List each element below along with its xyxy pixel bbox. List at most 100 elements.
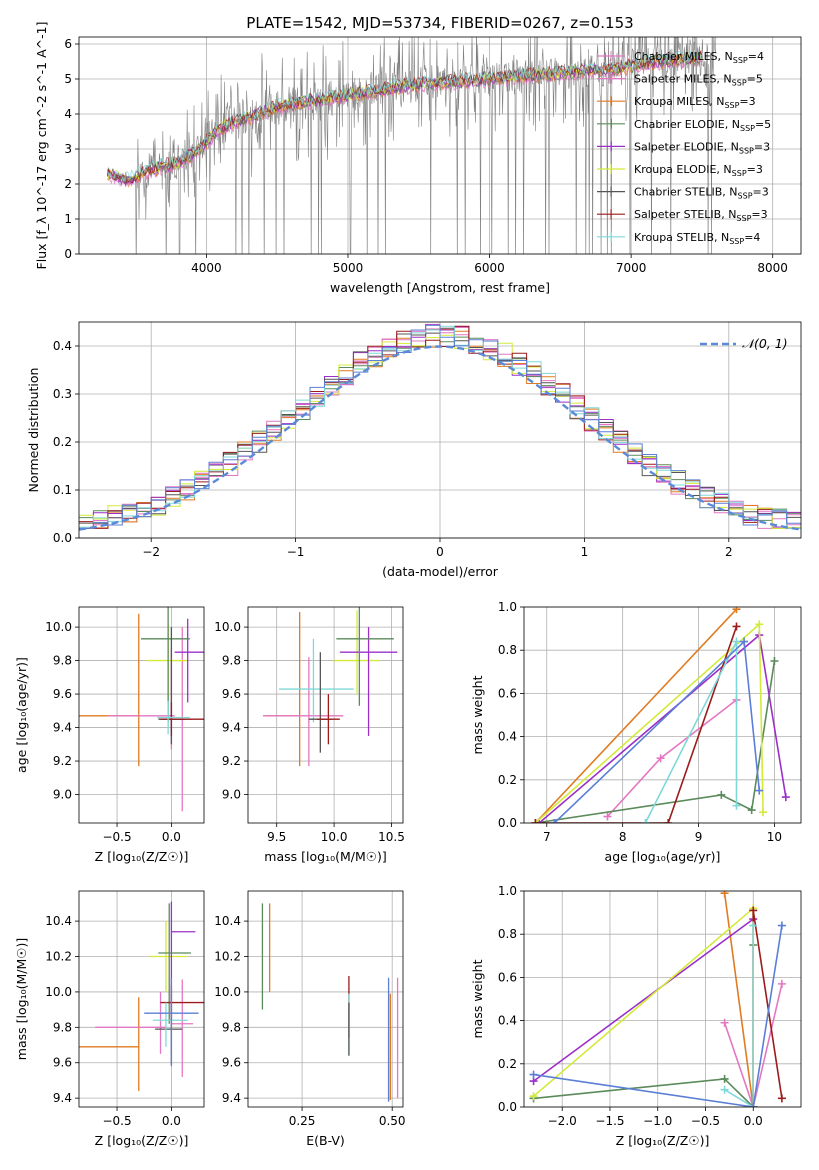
y-tick-label: 6 xyxy=(64,37,72,51)
x-tick-label: −2 xyxy=(142,545,160,559)
x-tick-label: 10.5 xyxy=(378,830,405,844)
residual-histogram-step xyxy=(79,324,801,529)
legend-label: Salpeter ELODIE, NSSP=3 xyxy=(634,140,770,155)
x-tick-label: 0.50 xyxy=(379,1114,406,1128)
mass-weight-marker xyxy=(550,819,559,823)
y-tick-label: 9.6 xyxy=(53,687,72,701)
y-tick-label: 1 xyxy=(64,212,72,226)
y-tick-label: 1.0 xyxy=(498,884,517,898)
mass-weight-marker xyxy=(641,819,650,823)
axes-frame xyxy=(523,606,802,824)
figure-title: PLATE=1542, MJD=53734, FIBERID=0267, z=0… xyxy=(246,14,633,32)
x-tick-label: 1 xyxy=(581,545,589,559)
y-tick-label: 0.6 xyxy=(498,686,517,700)
mass-weight-marker xyxy=(720,1018,729,1027)
panel-Z_mass: −0.5 0.0 9.4 9.6 9.8 10.0 10.2 10.4 Z [log₁₀(Z/Z… xyxy=(14,890,205,1148)
y-tick-label: 0.2 xyxy=(53,435,72,449)
legend-label: Salpeter MILES, NSSP=5 xyxy=(634,73,763,88)
x-axis-label: Z [log₁₀(Z/Z☉)] xyxy=(616,1133,710,1148)
panel-mass_age: 9.5 10.0 10.5 9.0 9.2 9.4 9.6 9.8 10.0 mass [log₁… xyxy=(214,606,405,864)
x-axis-label: age [log₁₀(age/yr)] xyxy=(605,849,721,864)
y-tick-label: 10.2 xyxy=(45,950,72,964)
y-tick-label: 10.2 xyxy=(214,950,241,964)
x-tick-label: −0.5 xyxy=(102,830,131,844)
panel-residuals: −2 −1 0 1 2 0.0 0.1 0.2 0.3 0.4 (data-model)/error… xyxy=(26,321,802,579)
mass-weight-marker xyxy=(603,812,612,821)
mass-weight-line xyxy=(723,893,754,1107)
x-tick-label: 4000 xyxy=(191,261,222,275)
observed-spectrum-line xyxy=(107,37,717,254)
mass-weight-line xyxy=(533,925,783,1107)
mass-weight-marker xyxy=(732,607,741,614)
axes-frame xyxy=(523,890,802,1108)
y-tick-label: 1.0 xyxy=(498,600,517,614)
mass-weight-marker xyxy=(720,1085,729,1094)
y-tick-label: 0.0 xyxy=(53,531,72,545)
y-tick-label: 9.0 xyxy=(222,788,241,802)
y-tick-label: 0.2 xyxy=(498,1057,517,1071)
y-tick-label: 10.0 xyxy=(45,985,72,999)
y-tick-label: 0.8 xyxy=(498,927,517,941)
y-tick-label: 9.6 xyxy=(222,1056,241,1070)
y-tick-label: 9.6 xyxy=(222,687,241,701)
x-tick-label: −0.5 xyxy=(691,1114,720,1128)
y-tick-label: 9.4 xyxy=(53,721,72,735)
mass-weight-marker xyxy=(732,637,741,646)
mass-weight-line xyxy=(533,918,754,1082)
y-tick-label: 9.4 xyxy=(53,1091,72,1105)
plot-area xyxy=(79,901,204,1092)
panel-EBV_mass: 0.25 0.50 9.4 9.6 9.8 10.0 10.2 10.4 E(B-V) xyxy=(214,890,406,1148)
legend-label: Chabrier STELIB, NSSP=3 xyxy=(634,186,769,201)
mass-weight-line xyxy=(533,906,754,1107)
mass-weight-marker xyxy=(720,1074,729,1083)
mass-weight-marker xyxy=(770,657,779,665)
panel-Z_weight: −2.0 −1.5 −1.0 −0.5 0.0 0.0 0.2 0.4 0.6 0.8 1.0 Z [… xyxy=(470,884,802,1148)
mass-weight-marker xyxy=(777,921,786,930)
y-tick-label: 4 xyxy=(64,107,72,121)
x-tick-label: 10 xyxy=(767,830,782,844)
x-tick-label: 9 xyxy=(695,830,703,844)
plot-area xyxy=(262,607,398,767)
y-tick-label: 0.1 xyxy=(53,483,72,497)
legend-label: Salpeter STELIB, NSSP=3 xyxy=(634,208,768,223)
x-tick-label: −0.5 xyxy=(102,1114,131,1128)
panel-Z_age: −0.5 0.0 9.0 9.2 9.4 9.6 9.8 10.0 Z [log₁₀(Z/Z☉)… xyxy=(14,606,205,864)
y-tick-label: 0.4 xyxy=(53,339,72,353)
panel-age_weight: 7 8 9 10 0.0 0.2 0.4 0.6 0.8 1.0 age [log₁₀(age/yr… xyxy=(470,600,802,864)
mass-weight-marker xyxy=(749,921,758,930)
mass-weight-marker xyxy=(777,979,786,988)
plot-area xyxy=(261,903,399,1102)
mass-weight-line xyxy=(606,699,737,818)
x-axis-label: mass [log₁₀(M/M☉)] xyxy=(264,849,386,864)
y-axis-label: age [log₁₀(age/yr)] xyxy=(14,657,29,773)
mass-weight-line xyxy=(534,608,738,823)
x-axis-label: wavelength [Angstrom, rest frame] xyxy=(330,280,550,295)
x-tick-label: 10.0 xyxy=(321,830,348,844)
y-axis-label: Flux [f_λ 10^-17 erg cm^-2 s^-1 A^-1] xyxy=(34,22,49,270)
x-axis-label: Z [log₁₀(Z/Z☉)] xyxy=(95,1133,189,1148)
x-tick-label: 0.0 xyxy=(744,1114,763,1128)
legend-label: Kroupa ELODIE, NSSP=3 xyxy=(634,163,763,178)
plot-area xyxy=(79,607,204,812)
mass-weight-marker xyxy=(747,806,756,815)
mass-weight-marker xyxy=(749,1103,758,1107)
y-tick-label: 0.0 xyxy=(498,1100,517,1114)
y-tick-label: 0.8 xyxy=(498,643,517,657)
mass-weight-marker xyxy=(755,620,764,629)
y-tick-label: 9.8 xyxy=(222,1020,241,1034)
axes-frame xyxy=(247,606,404,824)
axes-frame xyxy=(78,321,802,539)
mass-weight-line xyxy=(723,983,783,1107)
y-axis-label: mass [log₁₀(M/M☉)] xyxy=(14,938,29,1060)
mass-weight-marker xyxy=(732,622,741,631)
x-tick-label: 9.5 xyxy=(267,830,286,844)
y-tick-label: 0.4 xyxy=(498,730,517,744)
plot-area xyxy=(106,37,717,254)
mass-weight-marker xyxy=(664,819,673,823)
mass-weight-line xyxy=(533,945,754,1107)
y-tick-label: 9.4 xyxy=(222,1091,241,1105)
legend-label: Kroupa MILES, NSSP=3 xyxy=(634,95,756,110)
legend-label: Kroupa STELIB, NSSP=4 xyxy=(634,231,760,246)
panel-spectrum: 4000 5000 6000 7000 8000 0 1 2 3 4 5 6 wavelength [A… xyxy=(34,22,802,295)
y-tick-label: 0.4 xyxy=(498,1014,517,1028)
